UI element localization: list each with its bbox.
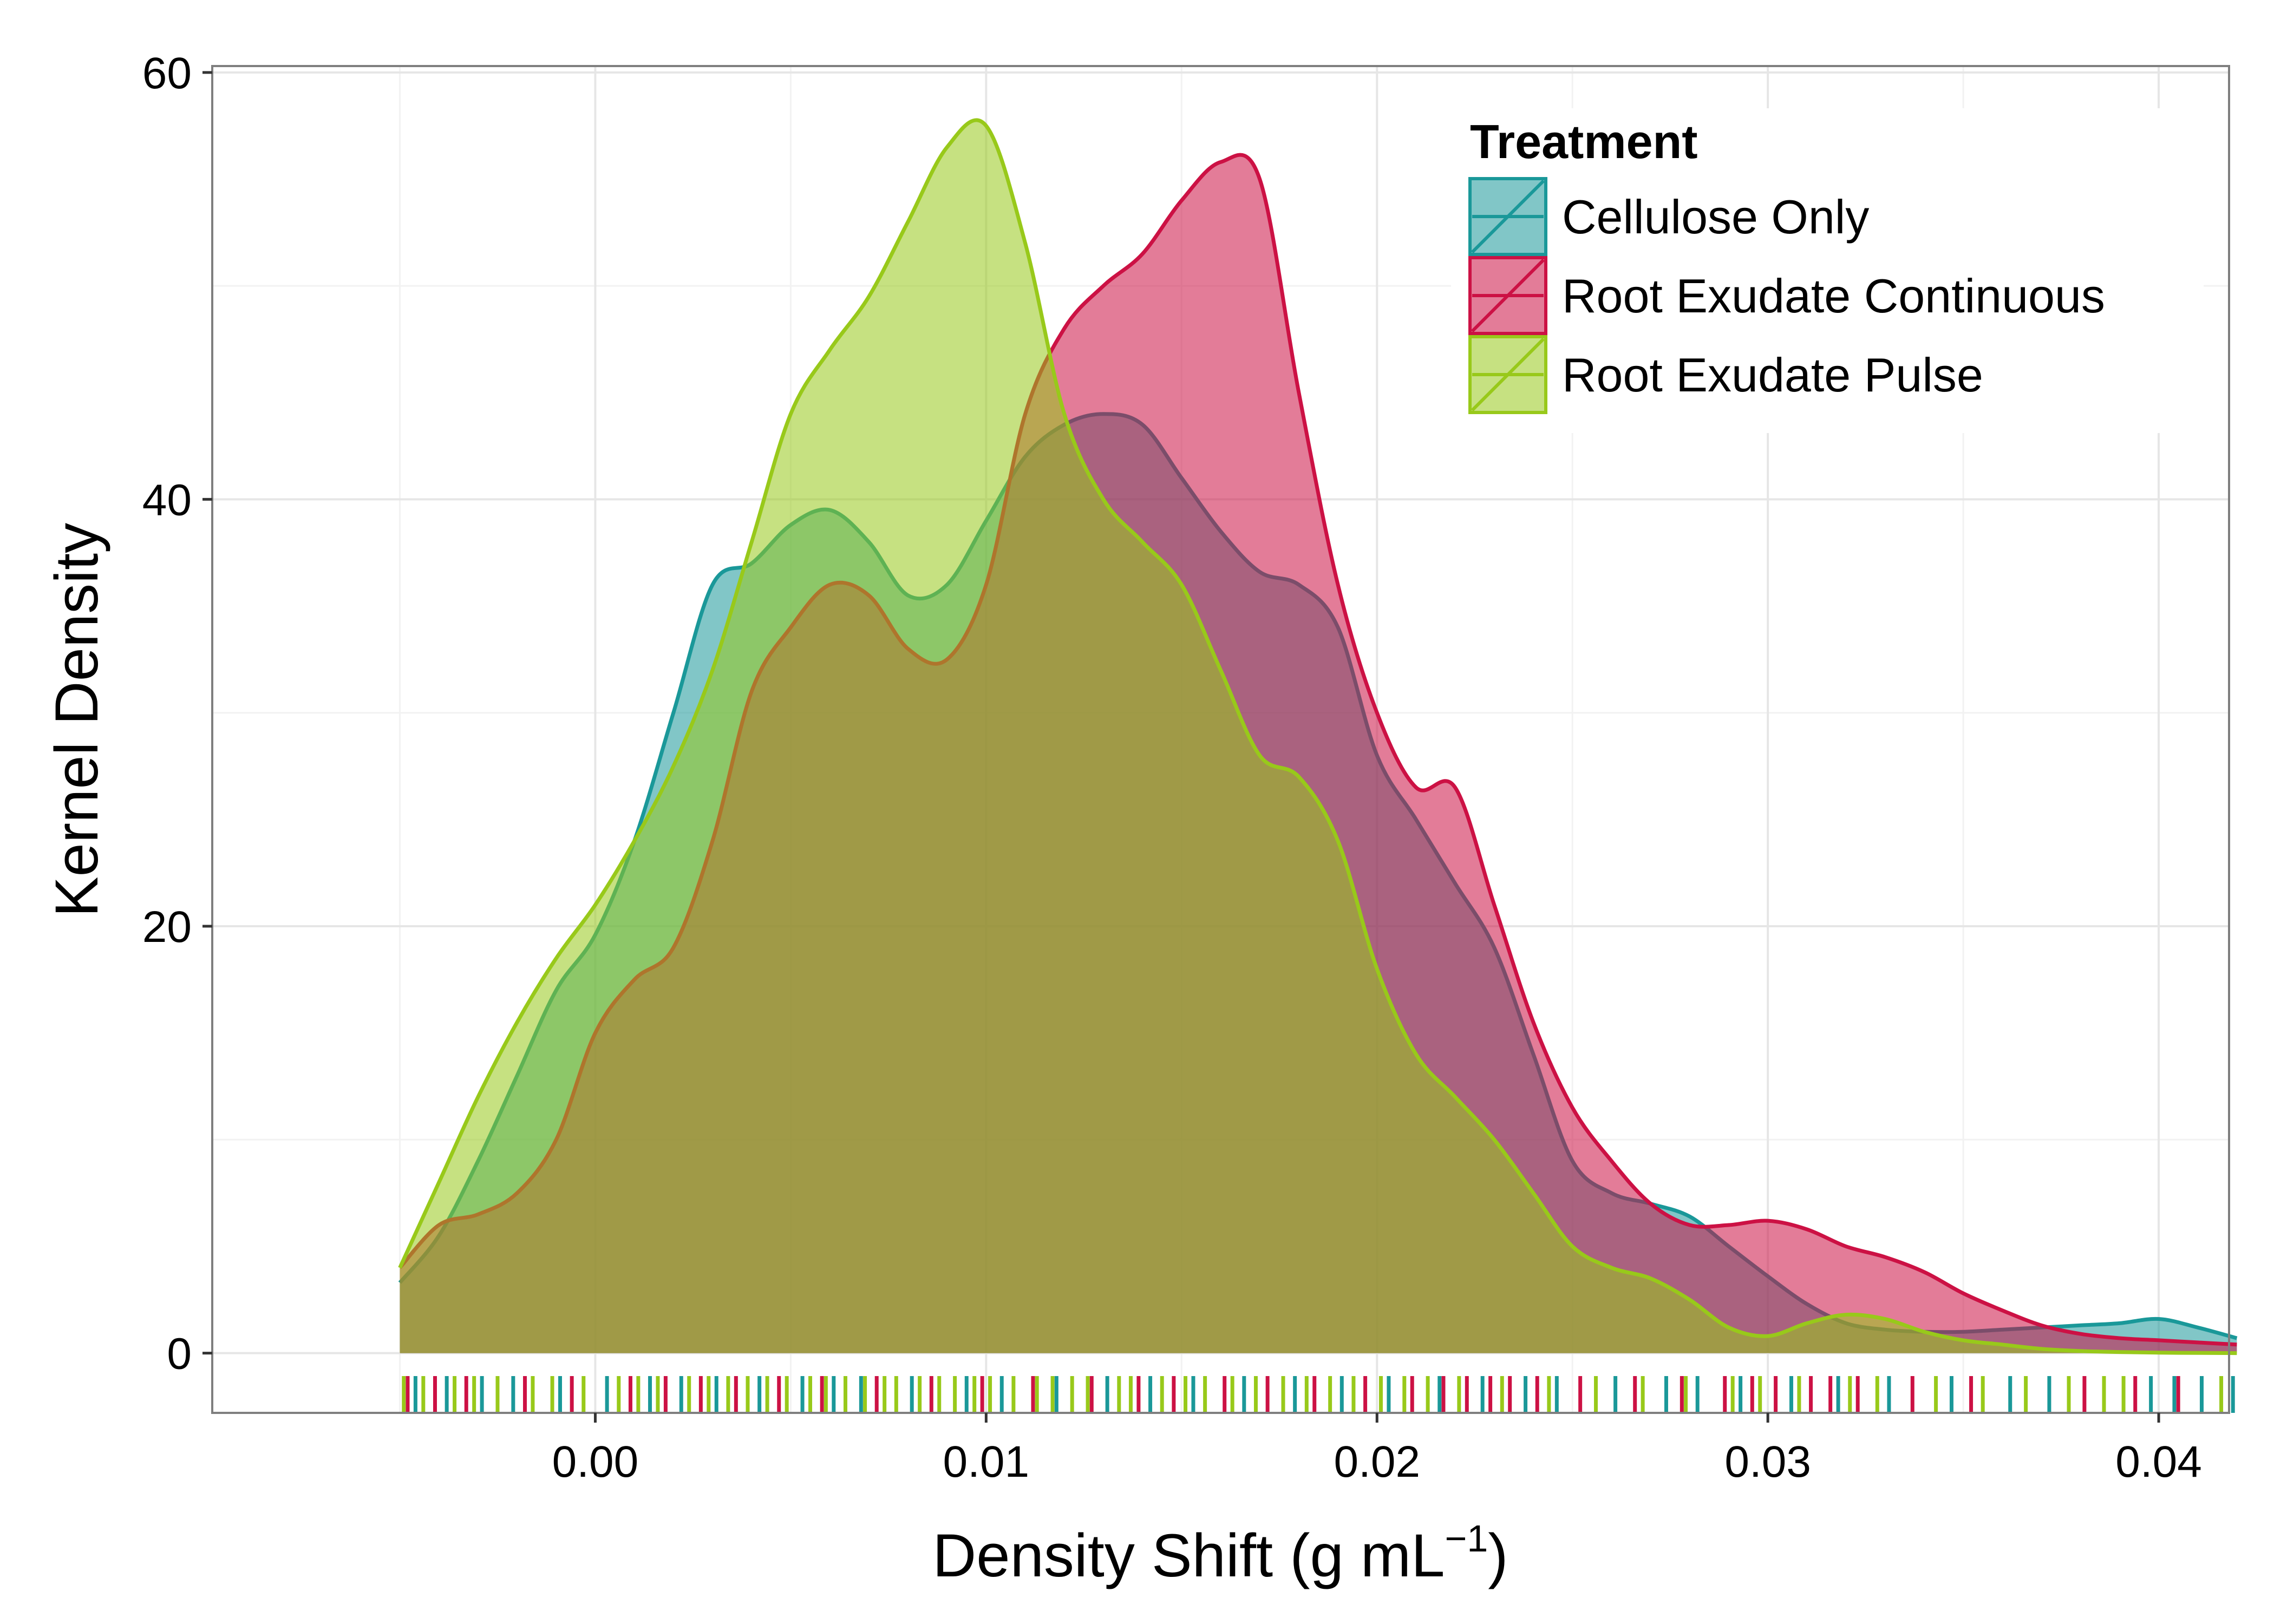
legend-background (1451, 108, 2204, 433)
legend-item-cellulose-only: Cellulose Only (1468, 177, 1869, 256)
y-tick-label: 20 (142, 902, 192, 952)
x-tick-label: 0.02 (1334, 1437, 1420, 1487)
x-axis: 0.00 0.01 0.02 0.03 0.04 (552, 1413, 2202, 1487)
x-axis-title-superscript: −1 (1445, 1517, 1488, 1560)
legend-item-root-exudate-continuous: Root Exudate Continuous (1468, 256, 2105, 335)
x-axis-title: Density Shift (g mL−1) (932, 1517, 1508, 1589)
density-areas (398, 118, 2238, 1355)
legend: Treatment Cellulose Only Root Exudate Con… (1451, 108, 2204, 433)
legend-item-root-exudate-pulse: Root Exudate Pulse (1468, 335, 1983, 414)
x-axis-title-suffix: ) (1488, 1522, 1508, 1589)
legend-items: Cellulose Only Root Exudate Continuous Roo… (1468, 177, 2105, 414)
legend-title: Treatment (1470, 115, 1698, 168)
x-tick-label: 0.00 (552, 1437, 639, 1487)
y-tick-label: 0 (167, 1330, 192, 1379)
x-axis-title-text: Density Shift (g mL (932, 1522, 1445, 1589)
y-axis-title: Kernel Density (43, 523, 110, 917)
legend-label: Cellulose Only (1562, 190, 1869, 244)
density-line-root-exudate-pulse (398, 118, 2237, 1355)
series-root-exudate-pulse (398, 118, 2237, 1355)
plot-border (211, 65, 2230, 1414)
density-area-root-exudate-pulse (400, 120, 2237, 1353)
x-tick-label: 0.03 (1724, 1437, 1811, 1487)
y-tick-label: 40 (142, 475, 192, 525)
x-tick-label: 0.01 (943, 1437, 1030, 1487)
legend-label: Root Exudate Pulse (1562, 348, 1983, 402)
y-axis: 0 20 40 60 (142, 49, 212, 1379)
y-tick-label: 60 (142, 49, 192, 98)
x-tick-label: 0.04 (2115, 1437, 2202, 1487)
rug-marks (402, 1376, 2235, 1413)
legend-label: Root Exudate Continuous (1562, 269, 2105, 323)
